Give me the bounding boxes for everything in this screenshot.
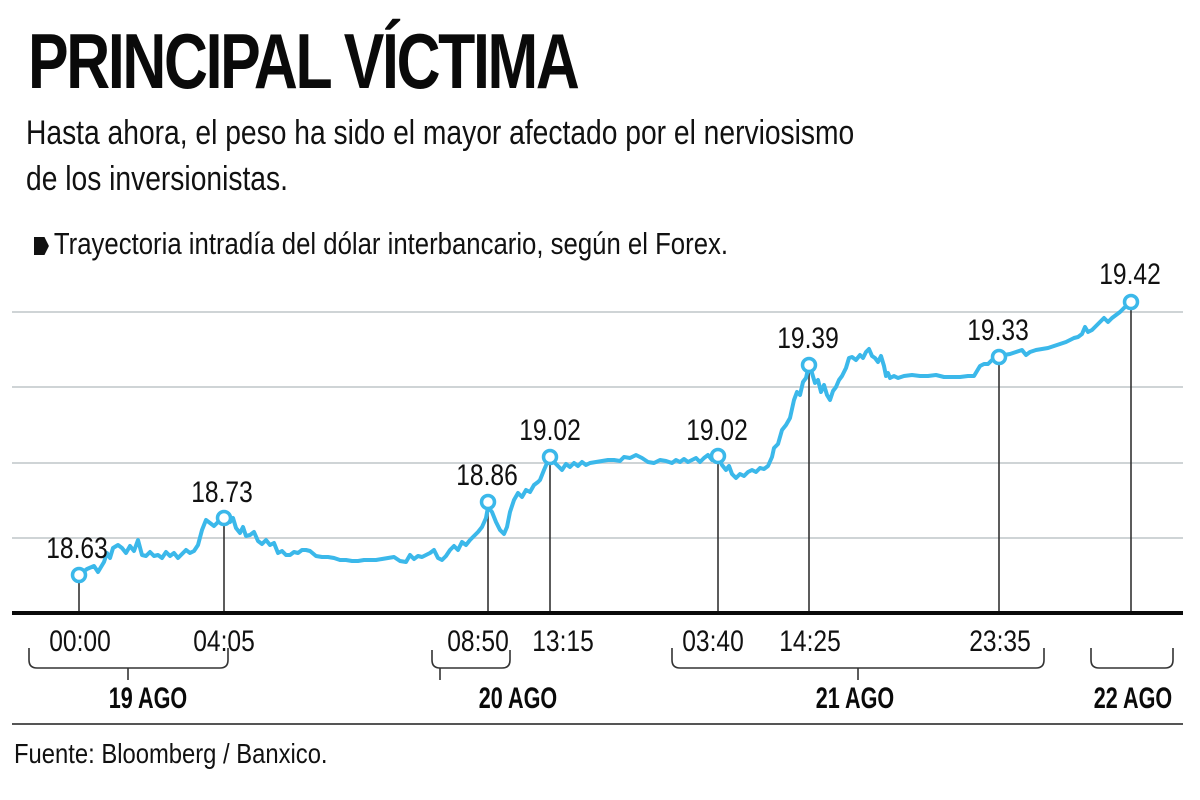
day-label: 20 AGO [479, 680, 557, 714]
arrow-bullet-icon [34, 237, 49, 255]
value-label: 19.33 [967, 313, 1029, 347]
source-footer: Fuente: Bloomberg / Banxico. [14, 738, 328, 769]
time-label: 03:40 [682, 624, 744, 658]
chart-note-text: Trayectoria intradía del dólar interbanc… [53, 226, 729, 261]
marker-19-02-a [541, 448, 559, 466]
chart-subtitle: Hasta ahora, el peso ha sido el mayor af… [26, 110, 854, 202]
marker-drop-lines [78, 308, 1132, 613]
chart-note: Trayectoria intradía del dólar interbanc… [34, 226, 728, 262]
subtitle-line-2: de los inversionistas. [26, 160, 288, 198]
value-label: 19.42 [1099, 257, 1161, 291]
bracket-22-ago [1090, 648, 1174, 669]
bracket-20-ago [431, 650, 511, 669]
time-label: 13:15 [532, 624, 594, 658]
time-label: 04:05 [193, 624, 255, 658]
value-label: 18.73 [191, 475, 253, 509]
day-label: 19 AGO [109, 680, 187, 714]
time-label: 08:50 [447, 624, 509, 658]
marker-19-02-b [709, 447, 727, 465]
time-label: 14:25 [779, 624, 841, 658]
marker-19-42 [1122, 293, 1140, 311]
day-label: 22 AGO [1094, 680, 1172, 714]
day-label: 21 AGO [816, 680, 894, 714]
marker-18-73 [215, 509, 233, 527]
subtitle-line-1: Hasta ahora, el peso ha sido el mayor af… [26, 114, 855, 152]
value-label: 18.86 [456, 458, 518, 492]
value-label: 19.39 [777, 321, 839, 355]
value-labels: 18.63 18.73 18.86 19.02 19.02 19.39 19.3… [46, 257, 1161, 565]
marker-19-39 [800, 356, 818, 374]
chart-title: PRINCIPAL VÍCTIMA [28, 17, 580, 105]
value-label: 19.02 [686, 413, 748, 447]
marker-19-33 [990, 348, 1008, 366]
value-label: 19.02 [519, 413, 581, 447]
marker-18-63 [70, 566, 88, 584]
time-label: 23:35 [969, 624, 1031, 658]
day-brackets [28, 648, 1174, 680]
data-markers [70, 293, 1140, 584]
exchange-rate-line [77, 300, 1133, 577]
time-label: 00:00 [49, 624, 111, 658]
time-labels: 00:00 04:05 08:50 13:15 03:40 14:25 23:3… [49, 624, 1031, 658]
day-labels: 19 AGO 20 AGO 21 AGO 22 AGO [109, 680, 1172, 714]
value-label: 18.63 [46, 531, 108, 565]
marker-18-86 [479, 493, 497, 511]
